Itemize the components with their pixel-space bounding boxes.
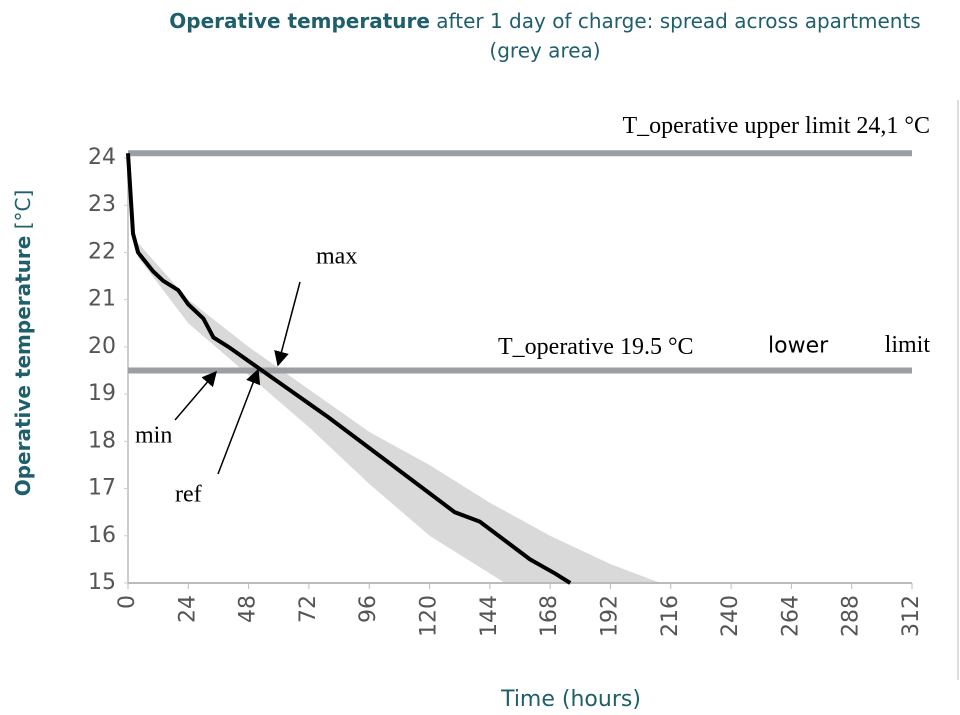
limit-label: limit xyxy=(885,332,931,358)
annotation-arrow xyxy=(274,281,301,367)
y-axis-label: Operative temperature [°C] xyxy=(11,190,35,497)
band-min xyxy=(138,257,505,583)
x-tick-label: 24 xyxy=(175,595,200,623)
x-tick-label: 168 xyxy=(537,595,562,637)
y-tick-label: 16 xyxy=(88,523,116,548)
x-tick-label: 192 xyxy=(597,595,622,637)
annotation: max xyxy=(316,244,357,270)
x-tick-label: 288 xyxy=(839,595,864,637)
y-tick-label: 24 xyxy=(88,145,116,170)
x-tick-label: 216 xyxy=(658,595,683,637)
y-tick-label: 22 xyxy=(88,239,116,264)
x-tick-label: 120 xyxy=(417,595,442,637)
chart-title: Operative temperature after 1 day of cha… xyxy=(169,9,920,33)
y-tick-label: 20 xyxy=(88,334,116,359)
limit-label: T_operative 19.5 °C xyxy=(498,334,694,360)
y-label-bold: Operative temperature xyxy=(11,236,35,497)
x-tick-label: 0 xyxy=(115,595,140,609)
y-tick-label: 23 xyxy=(88,192,116,217)
y-tick-label: 18 xyxy=(88,428,116,453)
limit-label: lower xyxy=(768,334,829,359)
limit-label: T_operative upper limit 24,1 °C xyxy=(622,113,930,139)
y-tick-label: 15 xyxy=(88,570,116,595)
x-tick-label: 264 xyxy=(778,595,803,637)
y-tick-label: 21 xyxy=(88,287,116,312)
title-bold: Operative temperature xyxy=(169,9,430,33)
x-tick-label: 240 xyxy=(718,595,743,637)
x-tick-label: 72 xyxy=(296,595,321,623)
annotation-arrow xyxy=(217,368,261,475)
annotation-arrow xyxy=(174,370,217,421)
y-label-rest: [°C] xyxy=(11,190,35,230)
x-tick-label: 144 xyxy=(477,595,502,637)
y-tick-label: 17 xyxy=(88,476,116,501)
x-tick-label: 312 xyxy=(899,595,924,637)
title-rest: after 1 day of charge: spread across apa… xyxy=(436,9,920,33)
y-tick-label: 19 xyxy=(88,381,116,406)
x-tick-label: 96 xyxy=(356,595,381,623)
annotation: ref xyxy=(175,482,202,508)
chart-title-line2: (grey area) xyxy=(489,39,600,63)
ref-line xyxy=(126,153,572,585)
x-tick-label: 48 xyxy=(236,595,261,623)
x-axis-label: Time (hours) xyxy=(500,687,641,712)
annotation: min xyxy=(135,423,172,449)
